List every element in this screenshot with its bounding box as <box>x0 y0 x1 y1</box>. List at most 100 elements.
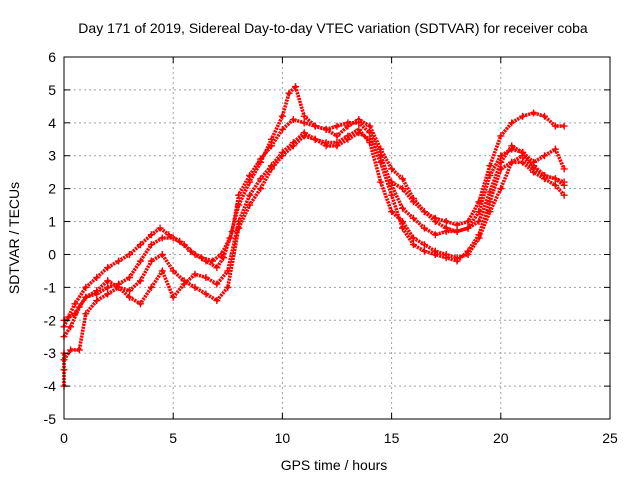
data-point <box>136 300 144 308</box>
data-point <box>191 250 199 258</box>
data-point <box>540 171 548 179</box>
data-point <box>508 158 516 166</box>
data-point <box>246 171 254 179</box>
data-point <box>126 293 134 301</box>
data-point <box>475 234 483 242</box>
data-point <box>366 139 374 147</box>
x-tick-label: 25 <box>602 430 618 446</box>
data-point <box>156 224 164 232</box>
data-point <box>508 119 516 127</box>
data-point <box>420 247 428 255</box>
data-point <box>409 214 417 222</box>
data-point <box>442 224 450 232</box>
data-point <box>235 191 243 199</box>
data-point <box>67 323 75 331</box>
data-point <box>202 290 210 298</box>
plot-frame <box>63 56 611 420</box>
y-tick-label: 3 <box>48 148 56 164</box>
data-point <box>333 122 341 130</box>
data-point <box>126 250 134 258</box>
data-point <box>344 119 352 127</box>
data-point <box>257 155 265 163</box>
y-tick-label: 2 <box>48 181 56 197</box>
data-point <box>278 148 286 156</box>
data-point <box>104 290 112 298</box>
data-point <box>464 250 472 258</box>
y-tick-label: 1 <box>48 214 56 230</box>
data-point <box>431 231 439 239</box>
data-point <box>169 293 177 301</box>
data-point <box>420 241 428 249</box>
data-point <box>82 293 90 301</box>
data-point <box>388 165 396 173</box>
data-point <box>355 119 363 127</box>
data-point <box>311 135 319 143</box>
data-point <box>453 221 461 229</box>
chart-title: Day 171 of 2019, Sidereal Day-to-day VTE… <box>78 20 588 36</box>
data-point <box>409 241 417 249</box>
data-point <box>213 297 221 305</box>
data-point <box>442 250 450 258</box>
data-point <box>530 165 538 173</box>
data-point <box>104 283 112 291</box>
data-point <box>355 125 363 133</box>
data-point <box>267 162 275 170</box>
data-point <box>551 175 559 183</box>
data-point <box>136 241 144 249</box>
data-point <box>560 122 568 130</box>
data-point <box>399 185 407 193</box>
data-point <box>453 254 461 262</box>
data-point <box>486 188 494 196</box>
data-point <box>93 297 101 305</box>
y-tick-label: -4 <box>44 378 57 394</box>
y-tick-label: -5 <box>44 411 57 427</box>
data-point <box>115 283 123 291</box>
series-track-1 <box>62 84 565 328</box>
y-tick-label: 0 <box>48 246 56 262</box>
data-point <box>366 122 374 130</box>
data-point <box>213 280 221 288</box>
data-point <box>224 267 232 275</box>
data-point <box>126 273 134 281</box>
y-tick-label: 5 <box>48 82 56 98</box>
data-point <box>219 254 227 262</box>
data-point <box>560 165 568 173</box>
data-point <box>257 185 265 193</box>
data-point <box>388 191 396 199</box>
data-point <box>257 175 265 183</box>
data-point <box>442 218 450 226</box>
data-point <box>136 277 144 285</box>
data-point <box>180 280 188 288</box>
x-axis-label: GPS time / hours <box>281 457 388 473</box>
data-point <box>93 287 101 295</box>
data-point <box>409 234 417 242</box>
x-tick-label: 10 <box>275 430 291 446</box>
data-point <box>311 122 319 130</box>
data-point <box>530 158 538 166</box>
data-point <box>289 116 297 124</box>
data-point <box>285 89 293 97</box>
data-point <box>409 198 417 206</box>
data-point <box>486 162 494 170</box>
data-point <box>486 208 494 216</box>
data-point <box>431 247 439 255</box>
data-point <box>388 178 396 186</box>
y-tick-label: -3 <box>44 345 57 361</box>
data-point <box>202 273 210 281</box>
data-point <box>147 231 155 239</box>
data-point <box>235 218 243 226</box>
data-point <box>497 132 505 140</box>
data-point <box>278 125 286 133</box>
y-tick-label: 6 <box>48 49 56 65</box>
x-tick-label: 15 <box>384 430 400 446</box>
data-point <box>508 142 516 150</box>
data-point <box>169 267 177 275</box>
data-point <box>322 139 330 147</box>
series-layer <box>60 83 568 390</box>
data-point <box>551 145 559 153</box>
data-point <box>71 310 79 318</box>
data-point <box>147 283 155 291</box>
data-point <box>366 129 374 137</box>
data-point <box>551 181 559 189</box>
data-point <box>202 257 210 265</box>
